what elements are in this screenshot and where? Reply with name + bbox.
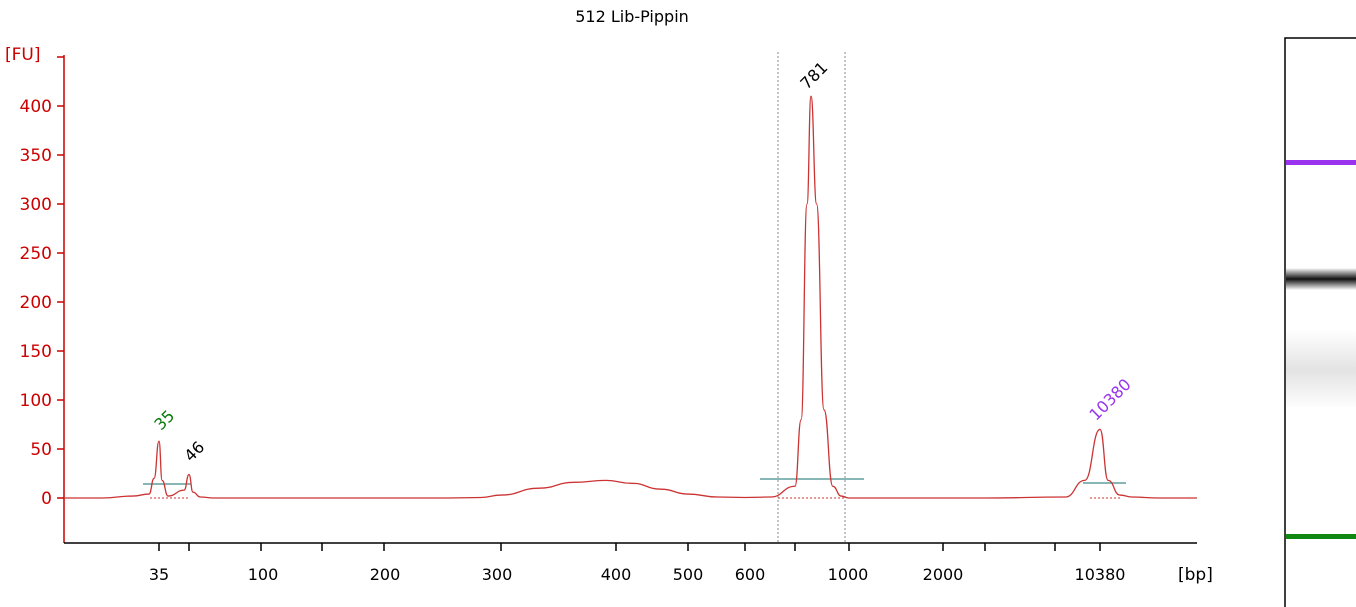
y-tick-label: 350 — [20, 146, 52, 166]
y-tick-label: 50 — [30, 440, 52, 460]
axes — [63, 55, 1197, 544]
x-tick-label: 400 — [601, 565, 632, 584]
x-tick-label: 35 — [149, 565, 169, 584]
gel-smear — [1286, 330, 1356, 410]
peak-label: 781 — [796, 58, 831, 93]
y-tick-label: 250 — [20, 244, 52, 264]
x-axis-unit-label: [bp] — [1178, 565, 1213, 585]
y-tick-label: 100 — [20, 391, 52, 411]
y-tick-label: 400 — [20, 97, 52, 117]
trace-line — [64, 95, 1197, 499]
y-tick-label: 300 — [20, 195, 52, 215]
library-band — [1286, 268, 1356, 290]
peak-label: 10380 — [1085, 375, 1134, 424]
peak-baselines — [143, 478, 1126, 499]
gel-lane — [1284, 37, 1356, 607]
x-tick-label: 10380 — [1075, 565, 1126, 584]
x-tick-label: 300 — [482, 565, 513, 584]
x-tick-label: 500 — [673, 565, 704, 584]
x-tick-label: 1000 — [828, 565, 869, 584]
gel-lane-frame — [1284, 37, 1356, 607]
x-tick-label: 200 — [370, 565, 401, 584]
upper-marker-band — [1286, 160, 1356, 165]
chart-title: 512 Lib-Pippin — [575, 7, 689, 26]
y-tick-label: 0 — [41, 489, 52, 509]
x-ticks: 35 100 200 300 400 500 600 1000 2000 10380 — [149, 543, 1126, 584]
x-tick-label: 100 — [248, 565, 279, 584]
peak-label: 46 — [180, 437, 208, 465]
peak-label: 35 — [150, 406, 178, 434]
region-markers — [777, 52, 846, 543]
x-tick-label: 600 — [735, 565, 766, 584]
y-tick-label: 150 — [20, 342, 52, 362]
lower-marker-band — [1286, 534, 1356, 539]
x-tick-label: 2000 — [923, 565, 964, 584]
y-axis-label: [FU] — [5, 45, 41, 65]
y-ticks: 0 50 100 150 200 250 300 350 400 — [20, 56, 64, 509]
y-tick-label: 200 — [20, 293, 52, 313]
trace-layer — [64, 95, 1197, 499]
